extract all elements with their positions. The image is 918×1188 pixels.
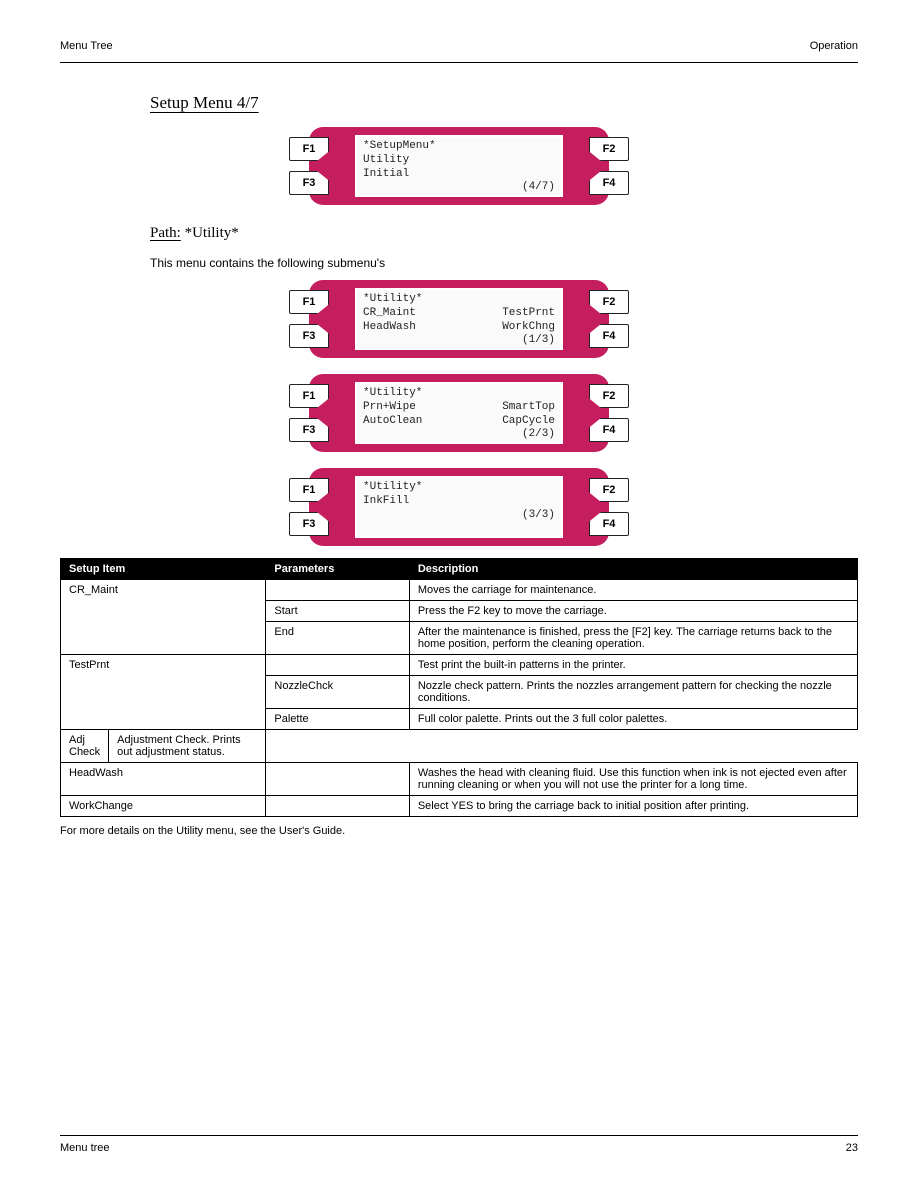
footer-left: Menu tree [60, 1142, 110, 1154]
f2-button[interactable]: F2 [589, 290, 629, 314]
lcd-line2b: SmartTop [502, 401, 555, 415]
f1-button[interactable]: F1 [289, 384, 329, 408]
section-title: Setup Menu 4/7 [150, 93, 858, 113]
lcd-page: (4/7) [522, 181, 555, 195]
table-param: Palette [266, 709, 409, 730]
path-label: Path: [150, 225, 181, 241]
table-desc: Select YES to bring the carriage back to… [409, 796, 857, 817]
f2-button[interactable]: F2 [589, 478, 629, 502]
footer-right: 23 [846, 1142, 858, 1154]
table-param: End [266, 622, 409, 655]
lcd-line3b: CapCycle [502, 415, 555, 429]
table-param: Adj Check [61, 730, 109, 763]
settings-table: Setup Item Parameters Description CR_Mai… [60, 558, 858, 817]
lcd-line2a: CR_Maint [363, 307, 416, 321]
f1-button[interactable]: F1 [289, 478, 329, 502]
table-item: CR_Maint [61, 580, 266, 655]
lcd-line3a: AutoClean [363, 415, 422, 429]
table-param [266, 655, 409, 676]
f4-button[interactable]: F4 [589, 418, 629, 442]
lcd-line1: *Utility* [363, 293, 422, 307]
header-right: Operation [810, 40, 858, 52]
lcd-line2: Utility [363, 154, 409, 168]
lcd-panel-2: F1 F2 F3 F4 *Utility* Prn+WipeSmartTop A… [309, 374, 609, 452]
submenu-note: This menu contains the following submenu… [150, 256, 858, 270]
path-title: Path: *Utility* [150, 225, 858, 242]
table-desc: Test print the built-in patterns in the … [409, 655, 857, 676]
lcd-screen: *SetupMenu* Utility Initial (4/7) [355, 135, 563, 197]
lcd-line2a: InkFill [363, 495, 409, 509]
table-desc: After the maintenance is finished, press… [409, 622, 857, 655]
table-param [266, 763, 409, 796]
lcd-screen: *Utility* CR_Maint TestPrnt HeadWash WorkC… [355, 288, 563, 350]
lcd-panel-nav: F1 F2 F3 F4 *SetupMenu* Utility Initial … [309, 127, 609, 205]
lcd-screen: *Utility* InkFill (3/3) [355, 476, 563, 538]
lcd-line3: Initial [363, 168, 409, 182]
guide-note: For more details on the Utility menu, se… [60, 825, 858, 837]
table-param [266, 796, 409, 817]
table-item: TestPrnt [61, 655, 266, 730]
lcd-panel-3: F1 F2 F3 F4 *Utility* InkFill (3/3) [309, 468, 609, 546]
lcd-line1: *Utility* [363, 481, 422, 495]
lcd-line3b: WorkChng [502, 321, 555, 335]
f4-button[interactable]: F4 [589, 324, 629, 348]
header-left: Menu Tree [60, 40, 113, 52]
page-footer: Menu tree 23 [60, 1135, 858, 1154]
lcd-screen: *Utility* Prn+Wipe SmartTop AutoClean CapC… [355, 382, 563, 444]
th-setup-item: Setup Item [61, 559, 266, 580]
table-desc: Full color palette. Prints out the 3 ful… [409, 709, 857, 730]
table-item: HeadWash [61, 763, 266, 796]
table-param: Start [266, 601, 409, 622]
f4-button[interactable]: F4 [589, 512, 629, 536]
th-parameters: Parameters [266, 559, 409, 580]
table-desc: Press the F2 key to move the carriage. [409, 601, 857, 622]
f3-button[interactable]: F3 [289, 324, 329, 348]
table-param: NozzleChck [266, 676, 409, 709]
f1-button[interactable]: F1 [289, 137, 329, 161]
table-desc: Moves the carriage for maintenance. [409, 580, 857, 601]
f2-button[interactable]: F2 [589, 384, 629, 408]
path-value: *Utility* [185, 225, 239, 241]
lcd-page: (1/3) [522, 334, 555, 348]
table-desc: Nozzle check pattern. Prints the nozzles… [409, 676, 857, 709]
lcd-line1: *Utility* [363, 387, 422, 401]
lcd-line2b: TestPrnt [502, 307, 555, 321]
f3-button[interactable]: F3 [289, 418, 329, 442]
lcd-page: (3/3) [522, 509, 555, 523]
f4-button[interactable]: F4 [589, 171, 629, 195]
lcd-page: (2/3) [522, 428, 555, 442]
lcd-line3a: HeadWash [363, 321, 416, 335]
f3-button[interactable]: F3 [289, 171, 329, 195]
lcd-panel-1: F1 F2 F3 F4 *Utility* CR_MaintTestPrnt H… [309, 280, 609, 358]
table-param [266, 580, 409, 601]
f2-button[interactable]: F2 [589, 137, 629, 161]
f1-button[interactable]: F1 [289, 290, 329, 314]
th-description: Description [409, 559, 857, 580]
table-desc: Adjustment Check. Prints out adjustment … [109, 730, 266, 763]
table-item: WorkChange [61, 796, 266, 817]
lcd-line2a: Prn+Wipe [363, 401, 416, 415]
page-header: Menu Tree Operation [60, 40, 858, 56]
lcd-line1: *SetupMenu* [363, 140, 436, 154]
f3-button[interactable]: F3 [289, 512, 329, 536]
table-desc: Washes the head with cleaning fluid. Use… [409, 763, 857, 796]
